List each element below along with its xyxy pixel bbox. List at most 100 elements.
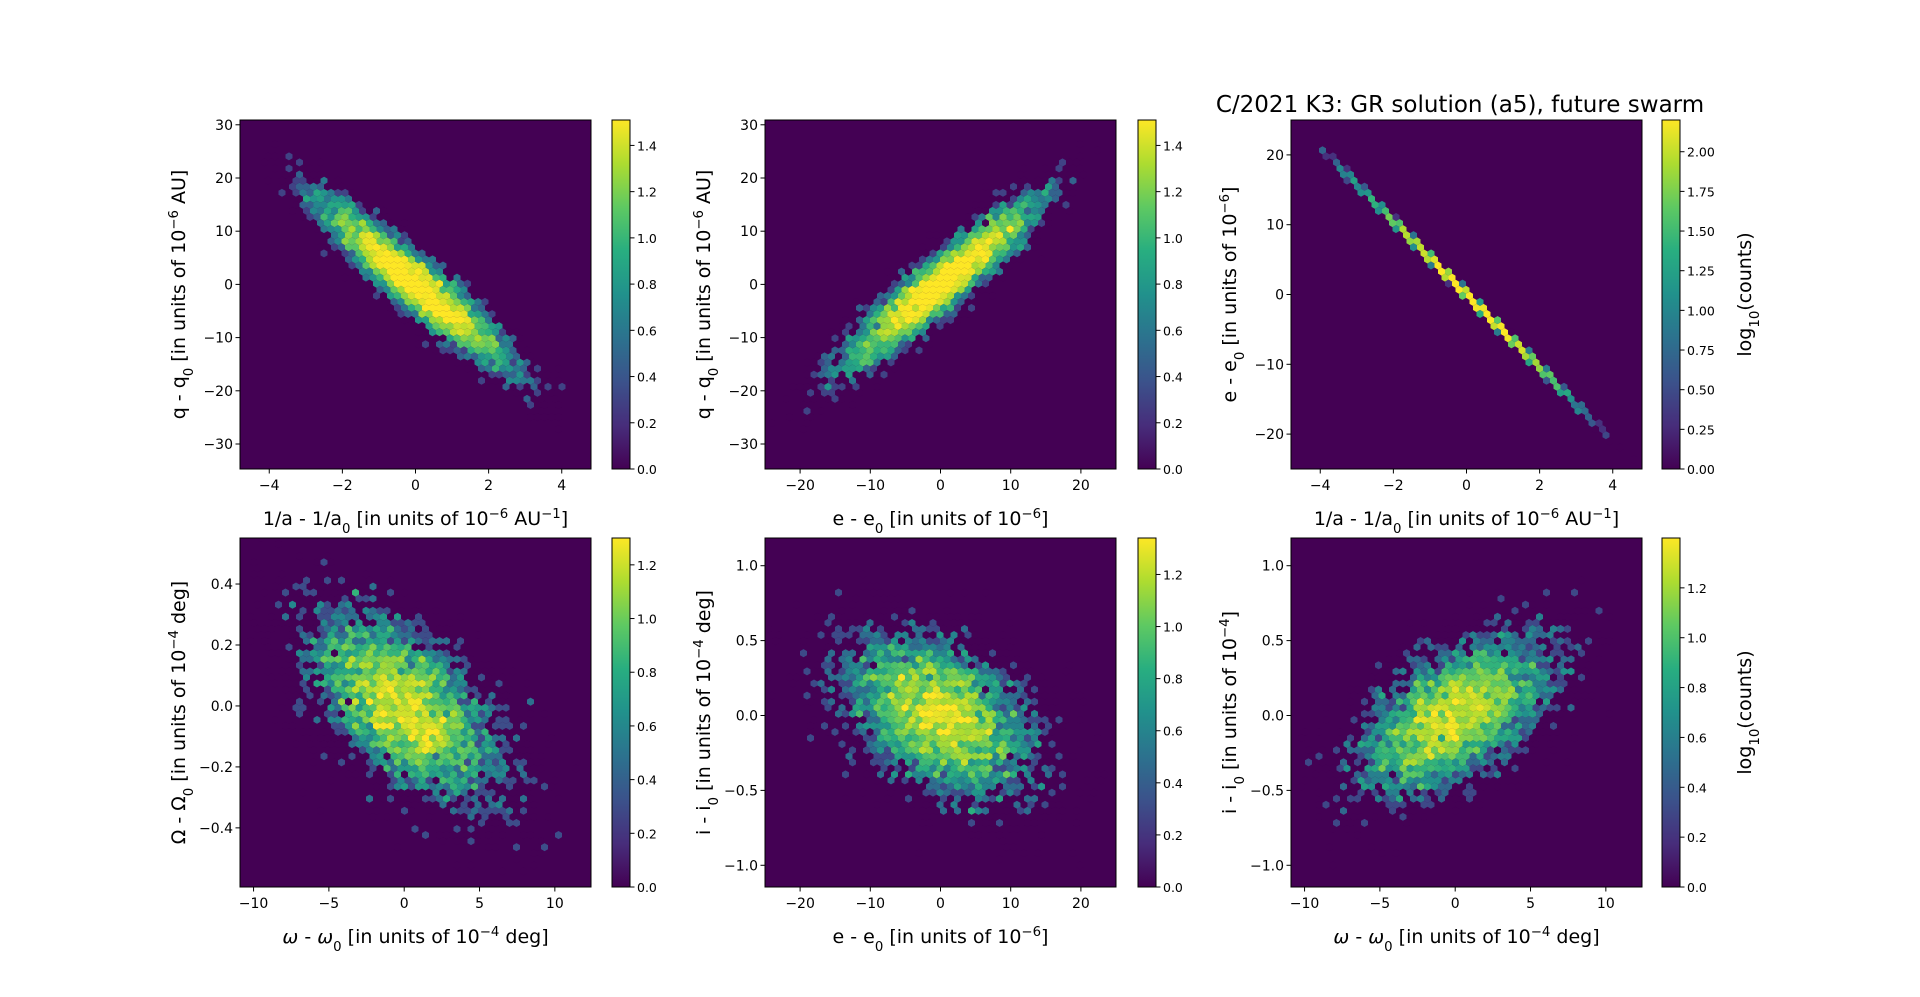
hexbin-cell <box>905 721 912 730</box>
colorbar-tick-label: 0.6 <box>637 719 657 734</box>
colorbar-tick-label: 0.2 <box>637 826 657 841</box>
hexbin-cell <box>432 715 440 724</box>
hexbin-cell <box>485 782 492 791</box>
hexbin-cell <box>415 267 422 276</box>
hexbin-cell <box>369 249 377 258</box>
hexbin-cell <box>296 685 303 694</box>
hexbin-cell <box>460 297 468 306</box>
y-tick-label: 0.2 <box>211 638 233 654</box>
hexbin-cell <box>411 261 419 270</box>
hexbin-cell <box>852 667 860 676</box>
hexbin-cell <box>401 685 408 694</box>
hexbin-cell <box>457 746 464 755</box>
hexbin-cell <box>849 600 856 609</box>
hexbin-cell <box>348 667 356 676</box>
hexbin-cell <box>383 691 391 700</box>
hexbin-cell <box>383 727 391 737</box>
x-tick-label: 2 <box>1535 478 1544 494</box>
hexbin-cell <box>992 691 1000 700</box>
hexbin-cell <box>1420 727 1428 737</box>
hexbin-cell <box>1473 721 1480 730</box>
hexbin-cell <box>1020 200 1028 209</box>
hexbin-cell <box>464 328 471 337</box>
hexbin-cell <box>1571 685 1578 694</box>
hexbin-cell <box>310 746 317 755</box>
hexbin-cell <box>352 673 359 682</box>
hexbin-cell <box>509 667 517 676</box>
label-superscript: −4 <box>692 639 707 659</box>
label-subscript: 0 <box>875 522 883 537</box>
x-tick-label: −4 <box>1310 478 1331 494</box>
hexbin-cell <box>891 316 898 325</box>
hexbin-cell <box>345 649 352 658</box>
hexbin-cell <box>373 243 380 252</box>
hexbin-cell <box>863 709 870 718</box>
hexbin-cell <box>996 231 1003 240</box>
hexbin-cell <box>877 303 884 312</box>
hexbin-cell <box>387 588 394 597</box>
hexbin-cell <box>817 358 825 367</box>
hexbin-cell <box>1483 752 1491 761</box>
hexbin-cell <box>1326 843 1333 852</box>
hexbin-cell <box>894 322 902 331</box>
hexbin-cell <box>1006 800 1014 809</box>
hexbin-cell <box>1487 709 1494 718</box>
hexbin-cell <box>390 237 398 246</box>
hexbin-cell <box>499 673 506 682</box>
hexbin-cell <box>359 673 366 682</box>
hexbin-cell <box>887 752 895 761</box>
hexbin-cell <box>1438 709 1445 718</box>
hexbin-cell <box>537 406 545 416</box>
hexbin-cell <box>905 746 912 755</box>
hexbin-cell <box>971 812 979 821</box>
hexbin-cell <box>1024 194 1031 203</box>
hexbin-cell <box>425 285 433 294</box>
hexbin-cell <box>1434 740 1442 749</box>
hexbin-cell <box>1543 624 1550 633</box>
hexbin-cell <box>310 685 317 694</box>
hexbin-cell <box>334 667 342 676</box>
hexbin-cell <box>443 303 450 312</box>
hexbin-cell <box>478 734 485 743</box>
hexbin-cell <box>919 685 926 694</box>
hexbin-cell <box>971 752 979 761</box>
hexbin-cell <box>324 734 331 743</box>
x-tick-label: −10 <box>239 896 269 912</box>
hexbin-cell <box>1466 685 1473 694</box>
hexbin-cell <box>1476 764 1484 773</box>
hexbin-cell <box>439 715 447 724</box>
hexbin-cell <box>985 237 993 246</box>
hexbin-cell <box>499 746 506 755</box>
hexbin-cell <box>933 316 940 325</box>
hexbin-cell <box>929 273 937 282</box>
hexbin-cell <box>394 637 401 646</box>
hexbin-cell <box>870 721 877 730</box>
hexbin-cell <box>887 346 895 355</box>
hexbin-cell <box>534 388 541 397</box>
hexbin-cell <box>1487 316 1494 325</box>
hexbin-cell <box>1069 188 1077 197</box>
hexbin-cell <box>926 340 933 349</box>
hexbin-cell <box>1473 734 1480 743</box>
hexbin-cell <box>838 370 846 379</box>
hexbin-cell <box>936 788 944 797</box>
hexbin-cell <box>1532 679 1540 688</box>
hexbin-cell <box>884 316 891 325</box>
colorbar-gradient <box>1137 537 1157 888</box>
hexbin-cell <box>1564 388 1571 397</box>
hexbin-cell <box>880 285 888 294</box>
hexbin-cell <box>1427 249 1435 258</box>
hexbin-cell <box>898 352 905 361</box>
hexbin-cell <box>289 600 296 609</box>
hexbin-cell <box>397 752 405 761</box>
hexbin-cell <box>1490 643 1498 652</box>
hexbin-cell <box>849 352 856 361</box>
hexbin-cell <box>1462 655 1470 664</box>
hexbin-cell <box>429 782 436 791</box>
hexbin-cell <box>464 685 471 694</box>
hexbin-cell <box>1459 697 1466 706</box>
hexbin-cell <box>313 715 321 724</box>
hexbin-cell <box>1441 691 1449 700</box>
hexbin-cell <box>422 770 429 779</box>
hexbin-cell <box>1543 697 1550 706</box>
